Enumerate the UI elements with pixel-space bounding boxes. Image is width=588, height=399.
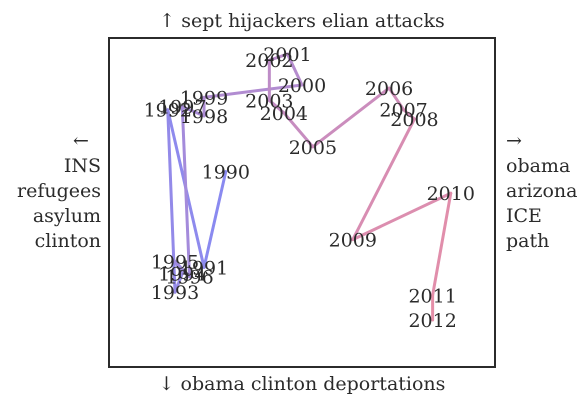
segment-1996-1997 (180, 105, 192, 279)
year-label-2003: 2003 (245, 90, 293, 112)
segment-1999-2000 (202, 83, 304, 99)
year-label-1990: 1990 (202, 162, 250, 184)
year-label-1993: 1993 (151, 282, 199, 304)
left-axis-word-3: asylum (33, 205, 101, 227)
left-axis-word-1: INS (64, 155, 101, 177)
top-axis-label: ↑ sept hijackers elian attacks (159, 10, 444, 32)
year-label-1996: 1996 (165, 267, 213, 289)
year-label-2010: 2010 (427, 183, 475, 205)
left-axis-arrow: ← (73, 130, 89, 152)
year-label-2005: 2005 (289, 137, 337, 159)
bottom-axis-label: ↓ obama clinton deportations (159, 373, 446, 395)
year-label-1997: 1997 (158, 97, 206, 119)
segment-1997-1998 (180, 105, 206, 118)
year-label-2006: 2006 (365, 78, 413, 100)
segment-2009-2010 (351, 191, 453, 242)
segment-2003-2004 (267, 98, 286, 115)
segment-2000-2001 (285, 52, 304, 87)
trajectory-lines (166, 52, 453, 322)
year-label-2011: 2011 (408, 285, 456, 307)
segment-1990-1991 (202, 170, 228, 269)
year-label-1994: 1994 (158, 264, 206, 286)
segment-2007-2008 (402, 108, 416, 121)
year-label-1995: 1995 (151, 251, 199, 273)
segment-2004-2005 (282, 111, 315, 149)
right-axis-word-3: ICE (506, 205, 542, 227)
year-label-1991: 1991 (180, 257, 228, 279)
year-label-2008: 2008 (390, 109, 438, 131)
segment-2001-2002 (267, 52, 289, 62)
year-label-2000: 2000 (278, 75, 326, 97)
right-axis-word-4: path (506, 230, 549, 252)
left-axis-word-2: refugees (17, 180, 101, 202)
right-axis-word-1: obama (506, 155, 570, 177)
segment-2010-2011 (431, 191, 453, 297)
year-label-1999: 1999 (180, 87, 228, 109)
year-label-2007: 2007 (379, 100, 427, 122)
year-label-1992: 1992 (144, 100, 192, 122)
year-label-2009: 2009 (329, 230, 377, 252)
plot-frame (108, 37, 496, 368)
year-label-2012: 2012 (408, 310, 456, 332)
right-axis-label: → obama arizona ICE path (506, 130, 578, 252)
year-label-2002: 2002 (245, 50, 293, 72)
left-axis-label: ← INS refugees asylum clinton (17, 130, 101, 252)
segment-2008-2009 (351, 117, 416, 242)
year-label-2001: 2001 (263, 44, 311, 66)
right-axis-arrow: → (506, 130, 522, 152)
segment-1993-1994 (173, 272, 184, 294)
right-axis-word-2: arizona (506, 180, 578, 202)
year-label-2004: 2004 (260, 103, 308, 125)
segment-2005-2006 (311, 86, 391, 149)
segment-2006-2007 (387, 86, 406, 112)
left-axis-word-4: clinton (35, 230, 101, 252)
segment-1995-1996 (173, 259, 192, 279)
year-label-1998: 1998 (180, 106, 228, 128)
